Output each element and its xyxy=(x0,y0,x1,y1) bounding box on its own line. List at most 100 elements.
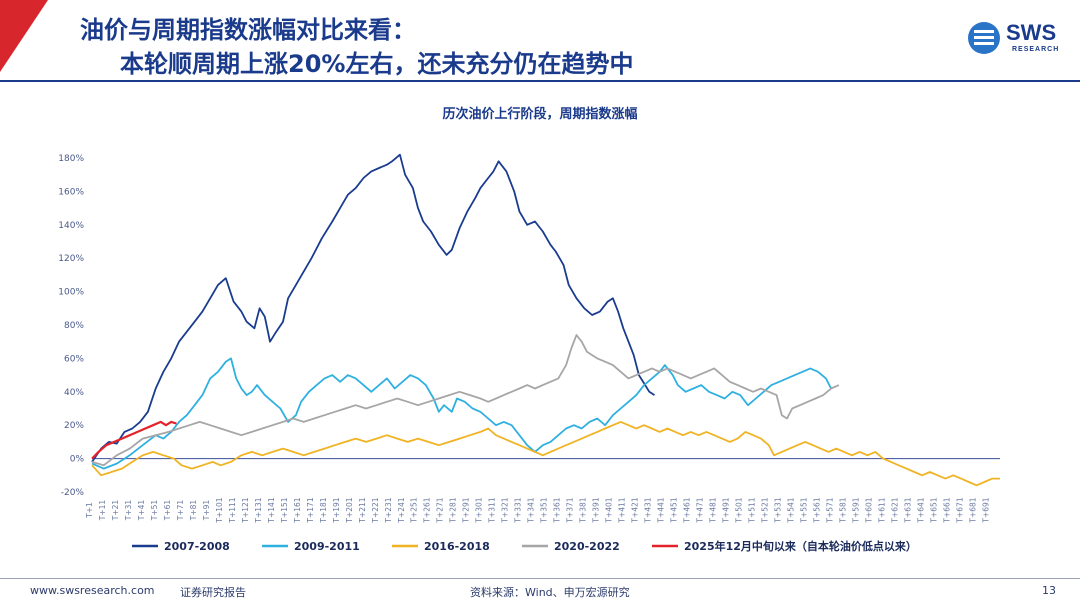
x-tick-label: T+321 xyxy=(501,497,510,523)
x-tick-label: T+511 xyxy=(747,497,756,523)
x-tick-label: T+211 xyxy=(358,497,367,523)
x-tick-label: T+331 xyxy=(514,497,523,523)
x-tick-label: T+501 xyxy=(734,497,743,523)
y-tick-label: 0% xyxy=(70,455,85,465)
sws-logo: SWS RESEARCH xyxy=(966,18,1066,58)
x-tick-label: T+611 xyxy=(877,497,886,523)
x-tick-label: T+461 xyxy=(683,497,692,523)
footer-report-type: 证券研究报告 xyxy=(180,586,246,599)
x-tick-label: T+251 xyxy=(410,497,419,523)
legend-label: 2016-2018 xyxy=(424,540,490,553)
x-tick-label: T+651 xyxy=(929,497,938,523)
x-tick-label: T+151 xyxy=(280,497,289,523)
x-tick-label: T+441 xyxy=(657,497,666,523)
x-axis: T+1 T+11 T+21 T+31 T+41 T+51 T+61 T+71 T+81 T+91 T… xyxy=(85,497,990,523)
x-tick-label: T+641 xyxy=(916,497,925,523)
x-tick-label: T+271 xyxy=(436,497,445,523)
x-tick-label: T+691 xyxy=(981,497,990,523)
logo-subtext: RESEARCH xyxy=(1012,46,1060,53)
x-tick-label: T+341 xyxy=(527,497,536,523)
x-tick-label: T+241 xyxy=(397,497,406,523)
x-tick-label: T+371 xyxy=(566,497,575,523)
y-tick-label: -20% xyxy=(61,488,85,498)
legend-label: 2020-2022 xyxy=(554,540,620,553)
x-tick-label: T+221 xyxy=(371,497,380,523)
x-tick-label: T+601 xyxy=(864,497,873,523)
x-tick-label: T+671 xyxy=(955,497,964,523)
x-tick-label: T+281 xyxy=(449,497,458,523)
x-tick-label: T+191 xyxy=(332,497,341,523)
series-line-2025年12月中 xyxy=(91,420,177,460)
x-tick-label: T+541 xyxy=(786,497,795,523)
page-title-line2: 本轮顺周期上涨20%左右，还未充分仍在趋势中 xyxy=(120,50,634,78)
y-tick-label: 180% xyxy=(58,154,84,164)
x-tick-label: T+181 xyxy=(319,497,328,523)
x-tick-label: T+21 xyxy=(111,500,120,522)
series-lines xyxy=(91,153,1000,487)
x-tick-label: T+681 xyxy=(968,497,977,523)
x-tick-label: T+171 xyxy=(306,497,315,523)
x-tick-label: T+111 xyxy=(228,497,237,523)
footer-source: 资料来源：Wind、申万宏源研究 xyxy=(470,586,630,599)
x-tick-label: T+451 xyxy=(670,497,679,523)
x-tick-label: T+31 xyxy=(124,500,133,522)
x-tick-label: T+71 xyxy=(176,500,185,522)
series-line-2020-2022 xyxy=(91,334,840,467)
series-line-2009-2011 xyxy=(91,357,832,470)
x-tick-label: T+491 xyxy=(722,497,731,523)
x-tick-label: T+571 xyxy=(825,497,834,523)
line-chart: 历次油价上行阶段，周期指数涨幅 -20% 0% 20% 40% 60% 80% 100% 12… xyxy=(58,106,1000,553)
chart-title: 历次油价上行阶段，周期指数涨幅 xyxy=(442,106,637,122)
x-tick-label: T+201 xyxy=(345,497,354,523)
legend-label: 2009-2011 xyxy=(294,540,360,553)
x-tick-label: T+11 xyxy=(98,500,107,522)
x-tick-label: T+41 xyxy=(137,500,146,522)
x-tick-label: T+551 xyxy=(799,497,808,523)
series-line-2016-2018 xyxy=(91,421,1000,487)
y-tick-label: 60% xyxy=(64,354,84,364)
logo-text: SWS xyxy=(1006,20,1057,45)
x-tick-label: T+431 xyxy=(644,497,653,523)
y-tick-label: 160% xyxy=(58,187,84,197)
x-tick-label: T+81 xyxy=(189,500,198,522)
y-axis: -20% 0% 20% 40% 60% 80% 100% 120% 140% 160% 180% xyxy=(58,154,1000,498)
x-tick-label: T+531 xyxy=(773,497,782,523)
x-tick-label: T+131 xyxy=(254,497,263,523)
x-tick-label: T+471 xyxy=(696,497,705,523)
x-tick-label: T+231 xyxy=(384,497,393,523)
page-title-line1: 油价与周期指数涨幅对比来看： xyxy=(80,16,416,44)
x-tick-label: T+591 xyxy=(851,497,860,523)
x-tick-label: T+311 xyxy=(488,497,497,523)
x-tick-label: T+631 xyxy=(903,497,912,523)
x-tick-label: T+521 xyxy=(760,497,769,523)
x-tick-label: T+381 xyxy=(579,497,588,523)
series-line-2007-2008 xyxy=(91,153,655,463)
x-tick-label: T+621 xyxy=(890,497,899,523)
x-tick-label: T+421 xyxy=(631,497,640,523)
page-number: 13 xyxy=(1042,584,1056,597)
x-tick-label: T+261 xyxy=(423,497,432,523)
x-tick-label: T+361 xyxy=(553,497,562,523)
footer-divider xyxy=(0,578,1080,579)
x-tick-label: T+391 xyxy=(592,497,601,523)
x-tick-label: T+161 xyxy=(293,497,302,523)
y-tick-label: 120% xyxy=(58,254,84,264)
footer-website[interactable]: www.swsresearch.com xyxy=(30,584,155,597)
header: 油价与周期指数涨幅对比来看： 本轮顺周期上涨20%左右，还未充分仍在趋势中 SW… xyxy=(0,0,1080,80)
red-accent-shape xyxy=(0,0,48,72)
x-tick-label: T+351 xyxy=(540,497,549,523)
y-tick-label: 140% xyxy=(58,221,84,231)
header-divider xyxy=(0,80,1080,82)
x-tick-label: T+301 xyxy=(475,497,484,523)
legend-label: 2007-2008 xyxy=(164,540,230,553)
x-tick-label: T+91 xyxy=(202,500,211,522)
x-tick-label: T+481 xyxy=(709,497,718,523)
x-tick-label: T+291 xyxy=(462,497,471,523)
x-tick-label: T+51 xyxy=(150,500,159,522)
x-tick-label: T+581 xyxy=(838,497,847,523)
y-tick-label: 80% xyxy=(64,321,84,331)
x-tick-label: T+1 xyxy=(85,502,94,519)
sws-logo-icon xyxy=(968,22,1000,54)
x-tick-label: T+61 xyxy=(163,500,172,522)
x-tick-label: T+101 xyxy=(215,497,224,523)
